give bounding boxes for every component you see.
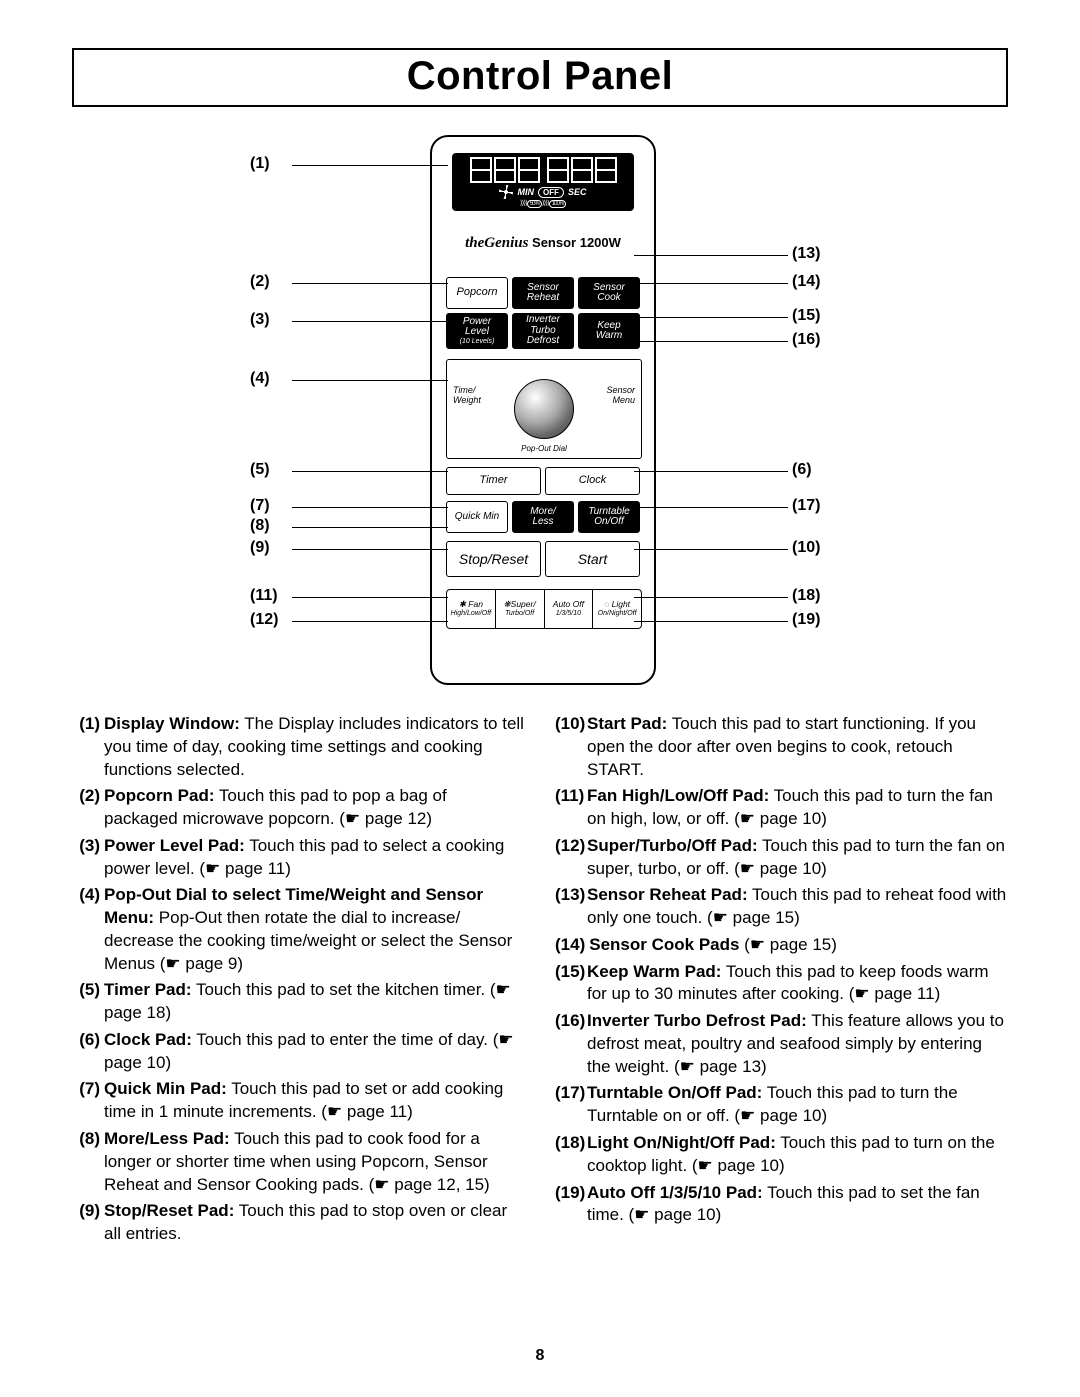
leader-line	[634, 283, 788, 284]
leader-line	[292, 507, 448, 508]
callout-right: (18)	[792, 587, 820, 605]
display-window: MIN OFF SEC ⟩⟩⟩⟩50%⟩⟩⟩⟩100%	[452, 153, 634, 211]
description-item: (2)Popcorn Pad: Touch this pad to pop a …	[72, 785, 525, 831]
leader-line	[292, 471, 448, 472]
time-weight-label: Time/Weight	[453, 386, 481, 406]
description-item: (8)More/Less Pad: Touch this pad to cook…	[72, 1128, 525, 1196]
callout-left: (7)	[250, 497, 290, 515]
description-item: (13)Sensor Reheat Pad: Touch this pad to…	[555, 884, 1008, 930]
auto-off-button[interactable]: Auto Off 1/3/5/10	[545, 590, 594, 628]
callout-left: (5)	[250, 461, 290, 479]
sec-label: SEC	[568, 187, 587, 197]
leader-line	[634, 621, 788, 622]
sensor-cook-button[interactable]: SensorCook	[578, 277, 640, 309]
callout-right: (19)	[792, 611, 820, 629]
callout-right: (16)	[792, 331, 820, 349]
turntable-button[interactable]: TurntableOn/Off	[578, 501, 640, 533]
pop-out-dial-label: Pop-Out Dial	[521, 445, 567, 454]
brand-label: theGenius Sensor 1200W	[432, 235, 654, 252]
description-item: (7)Quick Min Pad: Touch this pad to set …	[72, 1078, 525, 1124]
description-item: (12)Super/Turbo/Off Pad: Touch this pad …	[555, 835, 1008, 881]
callout-right: (15)	[792, 307, 820, 325]
popcorn-button[interactable]: Popcorn	[446, 277, 508, 309]
leader-line	[292, 321, 448, 322]
callout-left: (3)	[250, 311, 290, 329]
callout-left: (2)	[250, 273, 290, 291]
more-less-button[interactable]: More/Less	[512, 501, 574, 533]
leader-line	[634, 317, 788, 318]
description-item: (17)Turntable On/Off Pad: Touch this pad…	[555, 1082, 1008, 1128]
description-item: (19)Auto Off 1/3/5/10 Pad: Touch this pa…	[555, 1182, 1008, 1228]
callout-right: (17)	[792, 497, 820, 515]
dial-area: Time/Weight SensorMenu Pop-Out Dial	[446, 359, 642, 459]
fan-icon	[499, 185, 513, 199]
callout-right: (13)	[792, 245, 820, 263]
description-item: (10)Start Pad: Touch this pad to start f…	[555, 713, 1008, 781]
callout-right: (14)	[792, 273, 820, 291]
description-item: (15)Keep Warm Pad: Touch this pad to kee…	[555, 961, 1008, 1007]
keep-warm-button[interactable]: KeepWarm	[578, 313, 640, 349]
callout-left: (12)	[250, 611, 290, 629]
description-item: (6)Clock Pad: Touch this pad to enter th…	[72, 1029, 525, 1075]
leader-line	[292, 165, 448, 166]
description-item: (5)Timer Pad: Touch this pad to set the …	[72, 979, 525, 1025]
description-item: (1)Display Window: The Display includes …	[72, 713, 525, 781]
callout-left: (1)	[250, 155, 290, 173]
callout-right: (6)	[792, 461, 812, 479]
description-item: (18)Light On/Night/Off Pad: Touch this p…	[555, 1132, 1008, 1178]
description-columns: (1)Display Window: The Display includes …	[72, 713, 1008, 1250]
sensor-menu-label: SensorMenu	[606, 386, 635, 406]
page-title: Control Panel	[72, 48, 1008, 107]
leader-line	[634, 597, 788, 598]
callout-right: (10)	[792, 539, 820, 557]
description-item: (11)Fan High/Low/Off Pad: Touch this pad…	[555, 785, 1008, 831]
description-item: (14)Sensor Cook Pads (☛ page 15)	[555, 934, 1008, 957]
leader-line	[292, 380, 448, 381]
callout-left: (9)	[250, 539, 290, 557]
pop-out-dial[interactable]	[514, 379, 574, 439]
description-item: (9)Stop/Reset Pad: Touch this pad to sto…	[72, 1200, 525, 1246]
leader-line	[634, 549, 788, 550]
leader-line	[292, 597, 448, 598]
callout-left: (11)	[250, 587, 290, 605]
callout-left: (8)	[250, 517, 290, 535]
sensor-reheat-button[interactable]: SensorReheat	[512, 277, 574, 309]
description-item: (16)Inverter Turbo Defrost Pad: This fea…	[555, 1010, 1008, 1078]
inverter-turbo-defrost-button[interactable]: InverterTurboDefrost	[512, 313, 574, 349]
quick-min-button[interactable]: Quick Min	[446, 501, 508, 533]
leader-line	[292, 283, 448, 284]
start-button[interactable]: Start	[545, 541, 640, 577]
power-level-button[interactable]: PowerLevel(10 Levels)	[446, 313, 508, 349]
callout-left: (4)	[250, 370, 290, 388]
leader-line	[634, 507, 788, 508]
control-panel-diagram: MIN OFF SEC ⟩⟩⟩⟩50%⟩⟩⟩⟩100% theGenius Se…	[230, 135, 850, 695]
description-item: (3)Power Level Pad: Touch this pad to se…	[72, 835, 525, 881]
stop-reset-button[interactable]: Stop/Reset	[446, 541, 541, 577]
fan-button[interactable]: ✱ Fan High/Low/Off	[447, 590, 496, 628]
leader-line	[634, 341, 788, 342]
leader-line	[634, 471, 788, 472]
leader-line	[292, 549, 448, 550]
light-button[interactable]: ◌ Light On/Night/Off	[593, 590, 641, 628]
leader-line	[292, 621, 448, 622]
min-label: MIN	[517, 187, 534, 197]
clock-button[interactable]: Clock	[545, 467, 640, 495]
description-item: (4)Pop-Out Dial to select Time/Weight an…	[72, 884, 525, 975]
page-number: 8	[0, 1347, 1080, 1365]
microwave-panel: MIN OFF SEC ⟩⟩⟩⟩50%⟩⟩⟩⟩100% theGenius Se…	[430, 135, 656, 685]
bottom-controls: ✱ Fan High/Low/Off ❋Super/ Turbo/Off Aut…	[446, 589, 642, 629]
timer-button[interactable]: Timer	[446, 467, 541, 495]
super-turbo-button[interactable]: ❋Super/ Turbo/Off	[496, 590, 545, 628]
leader-line	[634, 255, 788, 256]
leader-line	[292, 527, 448, 528]
off-label: OFF	[538, 187, 564, 198]
